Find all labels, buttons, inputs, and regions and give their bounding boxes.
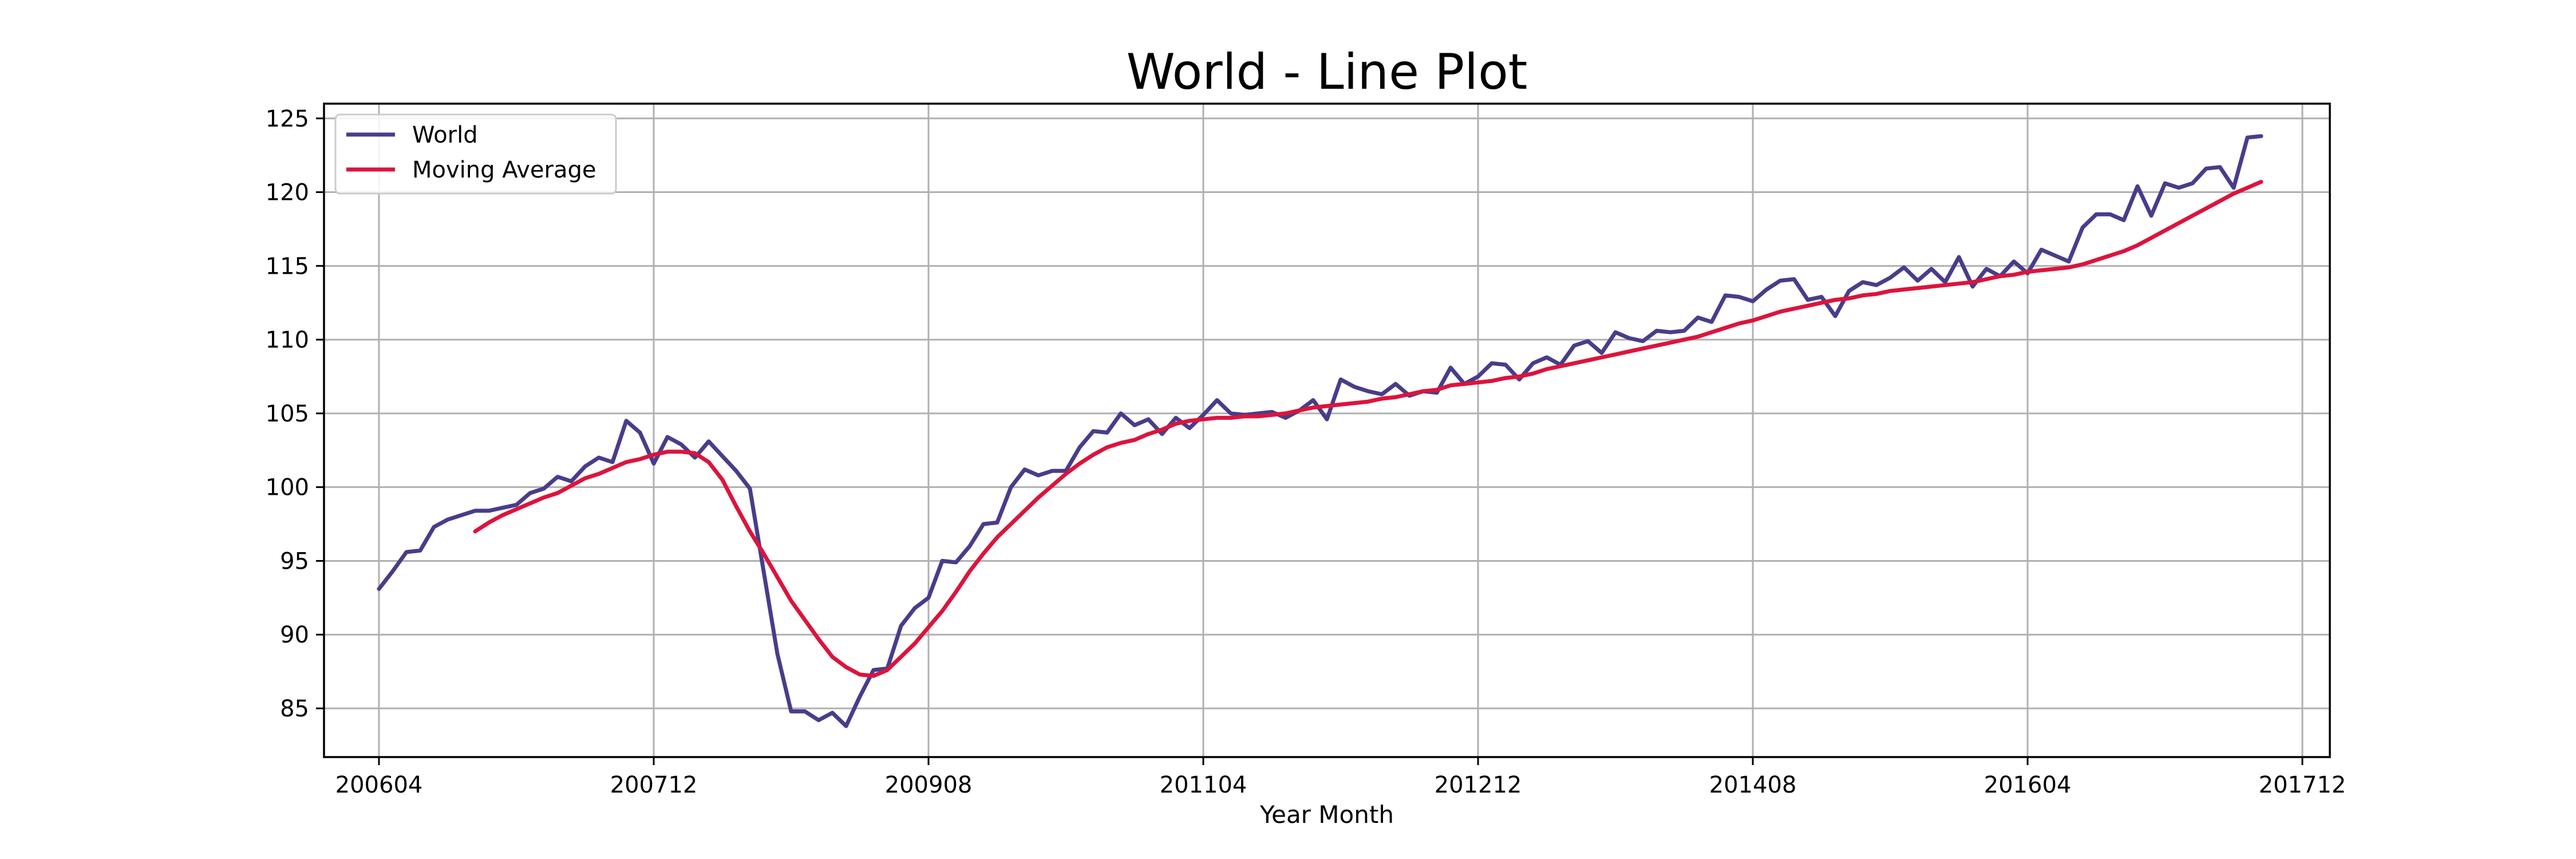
- x-tick-label: 200712: [610, 772, 698, 798]
- plot-frame: [323, 103, 2331, 758]
- legend: World Moving Average: [334, 113, 617, 195]
- legend-label-world: World: [412, 122, 478, 148]
- series-lines: [377, 134, 2263, 728]
- x-tick-label: 201604: [1984, 772, 2072, 798]
- x-tick-label: 201212: [1435, 772, 1522, 798]
- y-tick-label: 95: [280, 548, 309, 574]
- series-line-world: [377, 134, 2263, 728]
- y-tick-label: 105: [266, 401, 309, 427]
- x-tick-label: 200908: [885, 772, 973, 798]
- x-tick-label: 200604: [335, 772, 423, 798]
- y-tick-label: 125: [266, 106, 309, 132]
- x-tick-label: 201408: [1709, 772, 1797, 798]
- y-axis-ticks: 85 90 95 100 105 110 115 120 125: [266, 106, 324, 722]
- legend-box: [334, 113, 617, 195]
- y-tick-label: 85: [280, 696, 309, 722]
- x-tick-label: 201712: [2259, 772, 2346, 798]
- y-tick-label: 90: [280, 622, 309, 648]
- y-tick-label: 110: [266, 327, 309, 353]
- y-tick-label: 100: [266, 475, 309, 501]
- x-tick-label: 201104: [1160, 772, 1247, 798]
- x-axis-ticks: 200604 200712 200908 201104 201212 201408 2016…: [335, 757, 2346, 798]
- legend-label-moving-average: Moving Average: [412, 157, 596, 183]
- series-line-moving-average: [473, 180, 2263, 678]
- y-tick-label: 115: [266, 253, 309, 279]
- y-tick-label: 120: [266, 180, 309, 206]
- chart-title: World - Line Plot: [1127, 44, 1528, 101]
- x-axis-label: Year Month: [1259, 801, 1394, 829]
